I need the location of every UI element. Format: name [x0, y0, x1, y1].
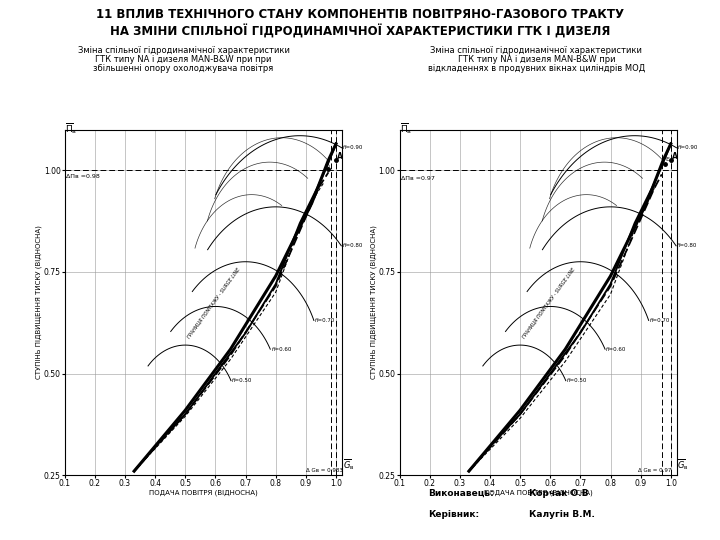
Text: Δ Gв = 0.983: Δ Gв = 0.983 — [306, 468, 343, 473]
Text: ГТК типу NA і дизеля MAN-B&W при при: ГТК типу NA і дизеля MAN-B&W при при — [96, 55, 271, 64]
Text: Керівник:: Керівник: — [428, 510, 480, 519]
Text: Корчак О.В: Корчак О.В — [529, 489, 589, 498]
Text: ΔΠв =0.97: ΔΠв =0.97 — [400, 177, 434, 181]
Text: ГРАНИЦЯ ПОМПАЖУ - SURGE LINE: ГРАНИЦЯ ПОМПАЖУ - SURGE LINE — [186, 266, 241, 339]
Text: A: A — [337, 152, 343, 161]
Text: 11 ВПЛИВ ТЕХНІЧНОГО СТАНУ КОМПОНЕНТІВ ПОВІТРЯНО-ГАЗОВОГО ТРАКТУ: 11 ВПЛИВ ТЕХНІЧНОГО СТАНУ КОМПОНЕНТІВ ПО… — [96, 8, 624, 21]
Text: E: E — [666, 157, 670, 163]
Text: збільшенні опору охолоджувача повітря: збільшенні опору охолоджувача повітря — [94, 64, 274, 73]
Text: n̅=0.80: n̅=0.80 — [677, 244, 698, 248]
Text: n̅=0.50: n̅=0.50 — [567, 378, 587, 383]
Text: Калугін В.М.: Калугін В.М. — [529, 510, 595, 519]
Text: відкладеннях в продувних вікнах циліндрів МОД: відкладеннях в продувних вікнах циліндрі… — [428, 64, 645, 73]
Text: $\overline{\Pi}_{\mathregular{в}}$: $\overline{\Pi}_{\mathregular{в}}$ — [400, 121, 413, 136]
Text: n̅=0.80: n̅=0.80 — [342, 244, 363, 248]
Text: A: A — [672, 152, 678, 161]
Text: n̅=0.60: n̅=0.60 — [271, 347, 292, 352]
Text: $\overline{\Pi}_{\mathregular{в}}$: $\overline{\Pi}_{\mathregular{в}}$ — [66, 121, 78, 136]
Text: Зміна спільної гідродинамічної характеристики: Зміна спільної гідродинамічної характери… — [78, 46, 289, 55]
Text: $\overline{G}_{\mathregular{в}}$: $\overline{G}_{\mathregular{в}}$ — [343, 457, 354, 472]
X-axis label: ПОДАЧА ПОВІТРЯ (ВІДНОСНА): ПОДАЧА ПОВІТРЯ (ВІДНОСНА) — [484, 490, 593, 496]
Text: ГТК типу NA і дизеля MAN-B&W при: ГТК типу NA і дизеля MAN-B&W при — [458, 55, 615, 64]
Text: n̅=0.70: n̅=0.70 — [649, 318, 670, 323]
Text: n̅=0.90: n̅=0.90 — [343, 145, 363, 150]
Text: ГРАНИЦЯ ПОМПАЖУ - SURGE LINE: ГРАНИЦЯ ПОМПАЖУ - SURGE LINE — [521, 266, 576, 339]
Text: Δ Gв = 0.97: Δ Gв = 0.97 — [639, 468, 672, 473]
Text: Виконавець:: Виконавець: — [428, 489, 494, 498]
Text: n̅=0.70: n̅=0.70 — [315, 318, 335, 323]
X-axis label: ПОДАЧА ПОВІТРЯ (ВІДНОСНА): ПОДАЧА ПОВІТРЯ (ВІДНОСНА) — [149, 490, 258, 496]
Text: ΔΠв =0.98: ΔΠв =0.98 — [66, 174, 99, 179]
Text: n̅=0.50: n̅=0.50 — [232, 378, 252, 383]
Y-axis label: СТУПІНЬ ПІДВИЩЕННЯ ТИСКУ (ВІДНОСНА): СТУПІНЬ ПІДВИЩЕННЯ ТИСКУ (ВІДНОСНА) — [36, 226, 42, 379]
Text: D: D — [325, 164, 329, 169]
Y-axis label: СТУПІНЬ ПІДВИЩЕННЯ ТИСКУ (ВІДНОСНА): СТУПІНЬ ПІДВИЩЕННЯ ТИСКУ (ВІДНОСНА) — [371, 226, 377, 379]
Text: Зміна спільної гідродинамічної характеристики: Зміна спільної гідродинамічної характери… — [431, 46, 642, 55]
Text: n̅=0.60: n̅=0.60 — [606, 347, 626, 352]
Text: $\overline{G}_{\mathregular{в}}$: $\overline{G}_{\mathregular{в}}$ — [678, 457, 689, 472]
Text: n̅=0.90: n̅=0.90 — [678, 145, 698, 150]
Text: НА ЗМІНИ СПІЛЬНОЇ ГІДРОДИНАМІЧНОЇ ХАРАКТЕРИСТИКИ ГТК І ДИЗЕЛЯ: НА ЗМІНИ СПІЛЬНОЇ ГІДРОДИНАМІЧНОЇ ХАРАКТ… — [110, 24, 610, 38]
